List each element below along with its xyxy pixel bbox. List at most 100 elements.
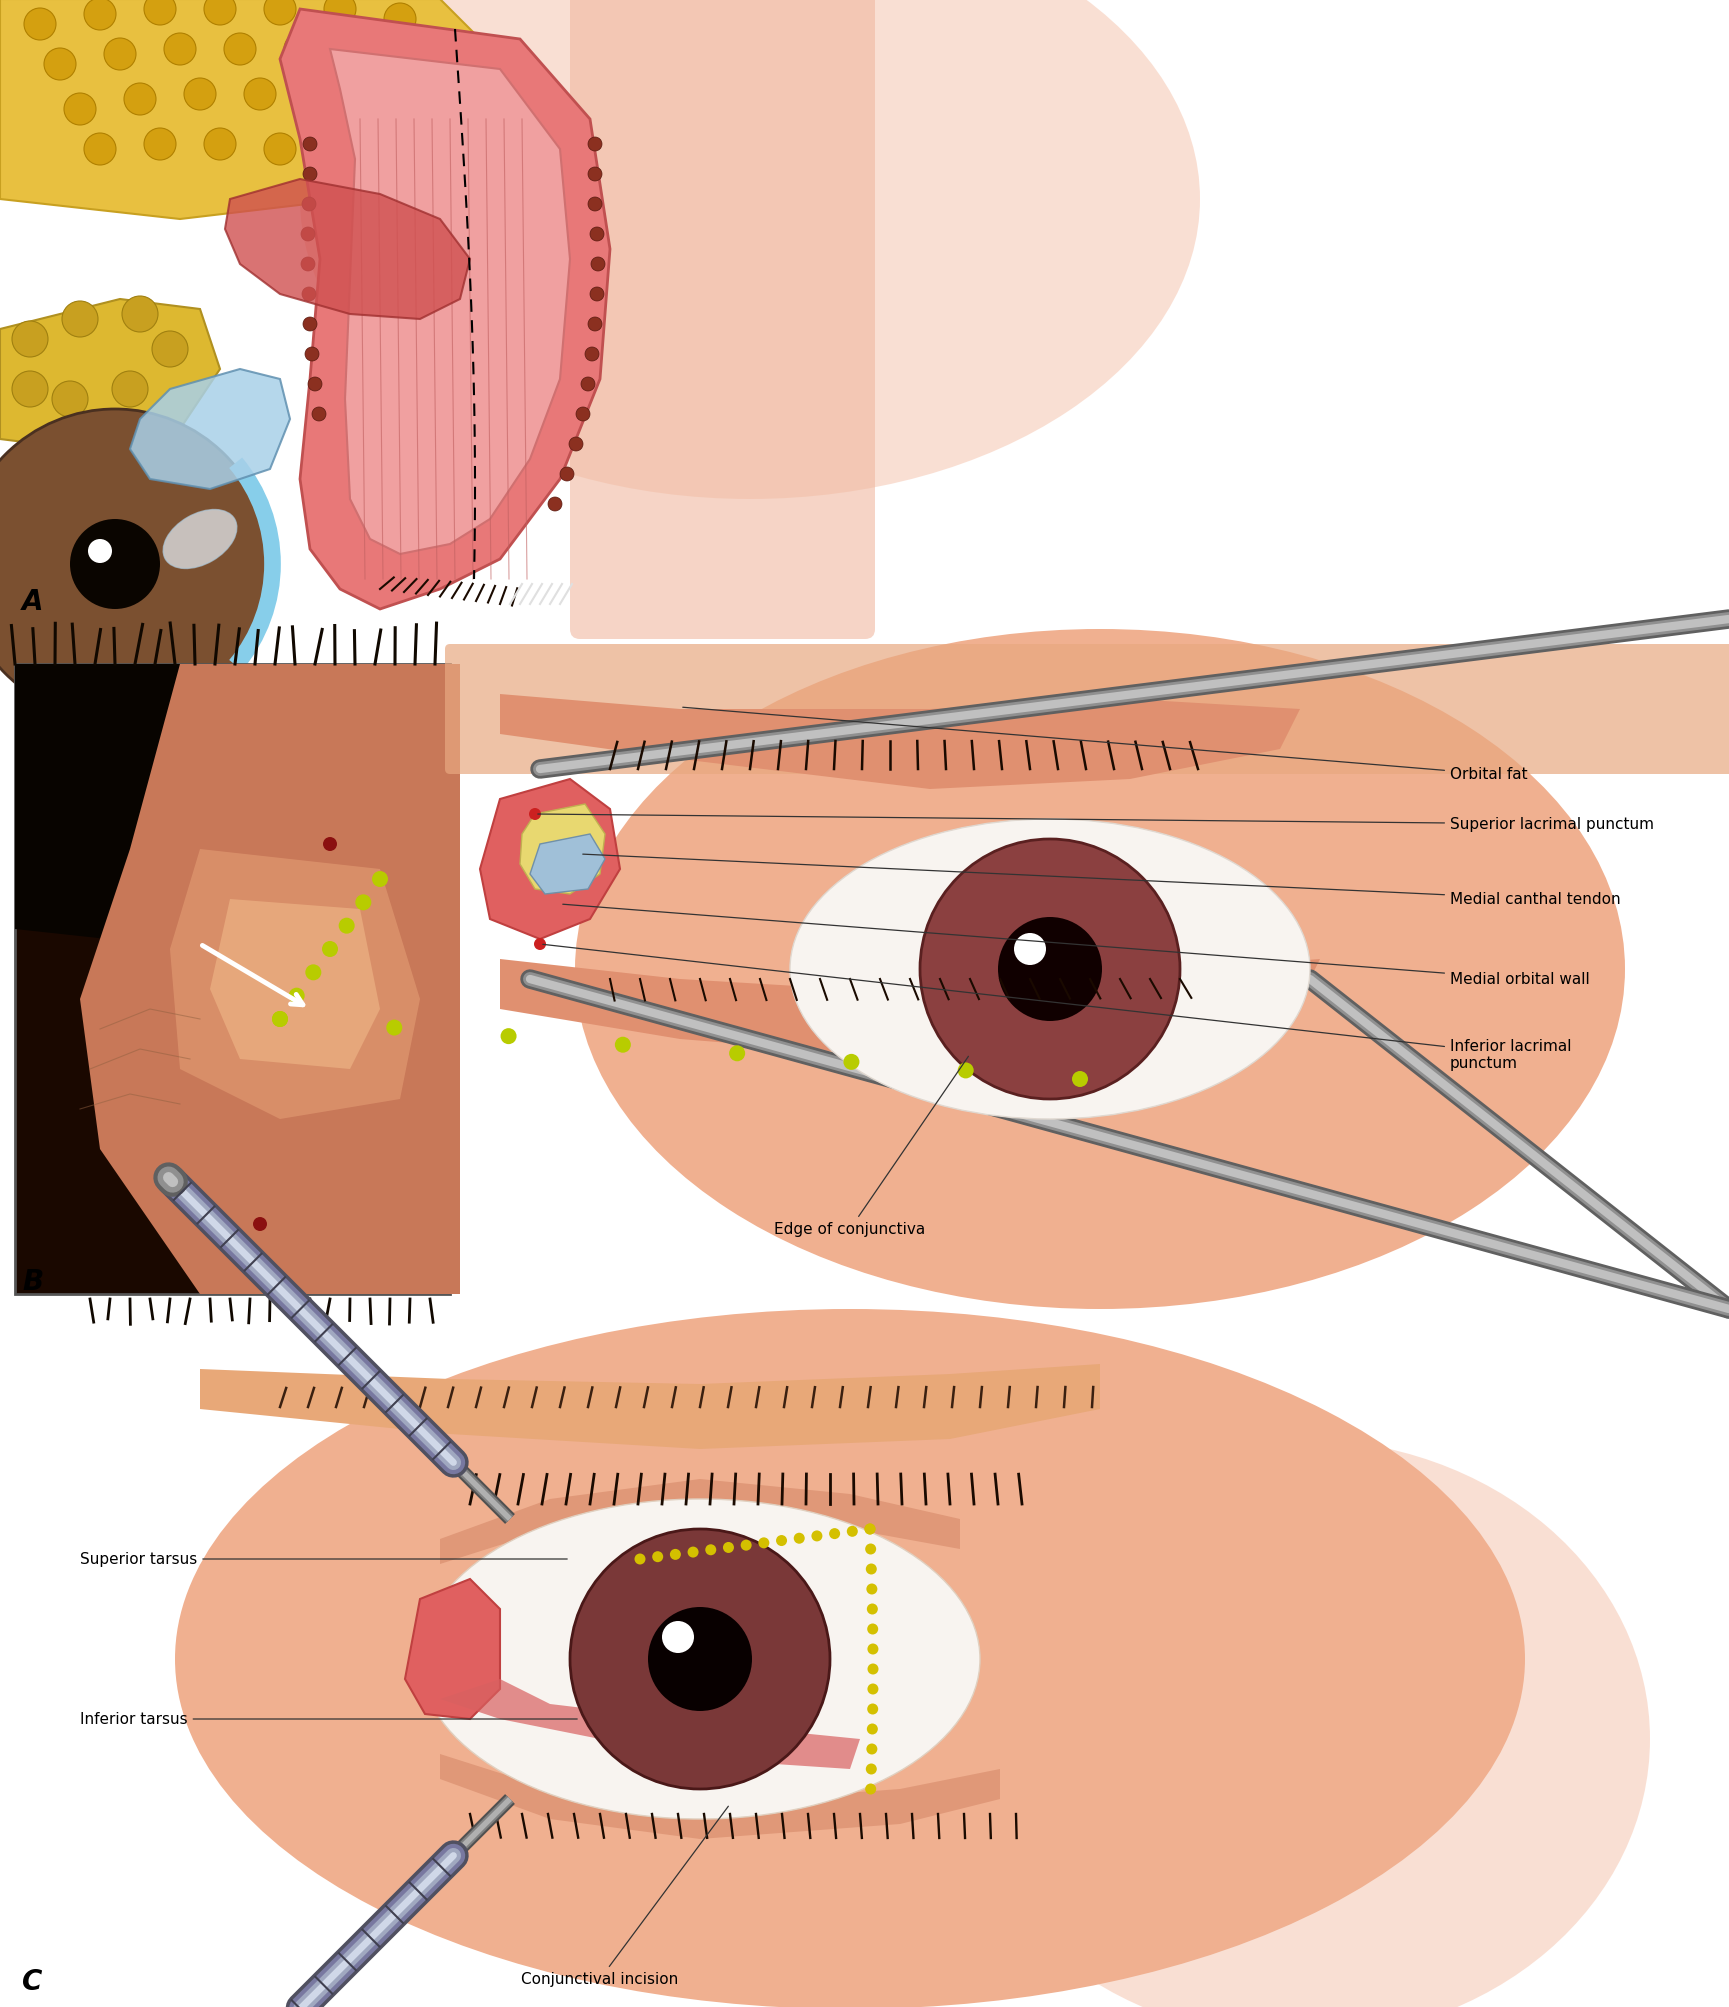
Circle shape [588, 138, 602, 153]
Circle shape [998, 917, 1101, 1022]
Polygon shape [201, 1365, 1100, 1449]
Polygon shape [16, 664, 259, 949]
Polygon shape [531, 835, 605, 895]
Circle shape [648, 1608, 752, 1712]
Circle shape [866, 1563, 877, 1575]
Circle shape [830, 1529, 840, 1539]
Polygon shape [481, 779, 621, 939]
Circle shape [864, 1523, 875, 1535]
Polygon shape [405, 1580, 500, 1720]
Circle shape [581, 377, 595, 391]
Circle shape [69, 520, 161, 610]
Polygon shape [209, 899, 380, 1070]
Circle shape [576, 407, 590, 421]
Circle shape [866, 1724, 878, 1734]
Circle shape [866, 1584, 877, 1596]
Circle shape [548, 498, 562, 512]
Circle shape [303, 138, 316, 153]
Circle shape [868, 1664, 878, 1674]
Circle shape [12, 371, 48, 407]
Circle shape [868, 1684, 878, 1694]
Circle shape [705, 1545, 716, 1555]
FancyBboxPatch shape [16, 664, 450, 1295]
Polygon shape [520, 805, 605, 895]
FancyBboxPatch shape [444, 644, 1729, 775]
Circle shape [225, 34, 256, 66]
Circle shape [386, 1020, 403, 1036]
Circle shape [183, 78, 216, 110]
Polygon shape [330, 50, 571, 554]
Ellipse shape [790, 819, 1311, 1120]
Circle shape [864, 1784, 877, 1794]
Circle shape [303, 317, 316, 331]
Circle shape [372, 871, 387, 887]
Circle shape [112, 371, 149, 407]
Text: Inferior lacrimal
punctum: Inferior lacrimal punctum [543, 945, 1572, 1070]
Circle shape [590, 287, 603, 301]
Text: Superior tarsus: Superior tarsus [80, 1551, 567, 1567]
Circle shape [271, 1012, 289, 1028]
Circle shape [405, 54, 436, 86]
Circle shape [868, 1644, 878, 1654]
Text: B: B [22, 1266, 43, 1295]
Circle shape [289, 987, 304, 1004]
Circle shape [434, 34, 467, 66]
Circle shape [958, 1064, 973, 1080]
Circle shape [123, 297, 157, 333]
Text: Medial canthal tendon: Medial canthal tendon [583, 855, 1620, 907]
Circle shape [868, 1624, 878, 1634]
Ellipse shape [175, 1309, 1525, 2007]
Text: Orbital fat: Orbital fat [683, 708, 1528, 783]
Circle shape [571, 1529, 830, 1788]
Circle shape [144, 128, 176, 161]
Circle shape [811, 1531, 823, 1541]
Circle shape [304, 84, 335, 116]
Circle shape [62, 301, 99, 337]
Circle shape [311, 407, 327, 421]
Circle shape [588, 317, 602, 331]
Circle shape [866, 1744, 877, 1754]
Circle shape [271, 1012, 289, 1028]
Text: Edge of conjunctiva: Edge of conjunctiva [775, 1058, 968, 1236]
Circle shape [866, 1604, 878, 1616]
Polygon shape [500, 959, 1319, 1060]
Circle shape [864, 1543, 877, 1555]
Circle shape [24, 8, 55, 40]
Circle shape [616, 1038, 631, 1054]
Polygon shape [500, 694, 1300, 789]
Circle shape [723, 1541, 735, 1553]
Circle shape [635, 1553, 645, 1565]
Circle shape [365, 94, 396, 126]
Circle shape [304, 347, 318, 361]
Text: Medial orbital wall: Medial orbital wall [562, 905, 1589, 987]
Text: Superior lacrimal punctum: Superior lacrimal punctum [538, 815, 1655, 833]
Polygon shape [0, 299, 220, 450]
Circle shape [794, 1533, 804, 1543]
Circle shape [740, 1539, 752, 1551]
Circle shape [501, 1030, 517, 1044]
Polygon shape [225, 181, 470, 319]
Ellipse shape [163, 510, 237, 570]
Circle shape [152, 331, 188, 367]
Circle shape [590, 229, 603, 243]
Polygon shape [280, 10, 610, 610]
Circle shape [1072, 1072, 1088, 1088]
Circle shape [265, 134, 296, 167]
Ellipse shape [576, 630, 1625, 1309]
Polygon shape [439, 1754, 999, 1838]
Circle shape [652, 1551, 664, 1561]
Circle shape [244, 78, 277, 110]
Circle shape [344, 38, 375, 70]
Circle shape [920, 839, 1179, 1100]
Ellipse shape [420, 1499, 980, 1818]
Circle shape [591, 257, 605, 271]
Ellipse shape [301, 0, 1200, 500]
Circle shape [43, 48, 76, 80]
Circle shape [1013, 933, 1046, 965]
Circle shape [569, 438, 583, 452]
Text: Conjunctival incision: Conjunctival incision [522, 1806, 728, 1987]
Circle shape [534, 939, 546, 951]
Circle shape [776, 1535, 787, 1545]
Text: C: C [22, 1967, 43, 1995]
Circle shape [662, 1622, 693, 1654]
